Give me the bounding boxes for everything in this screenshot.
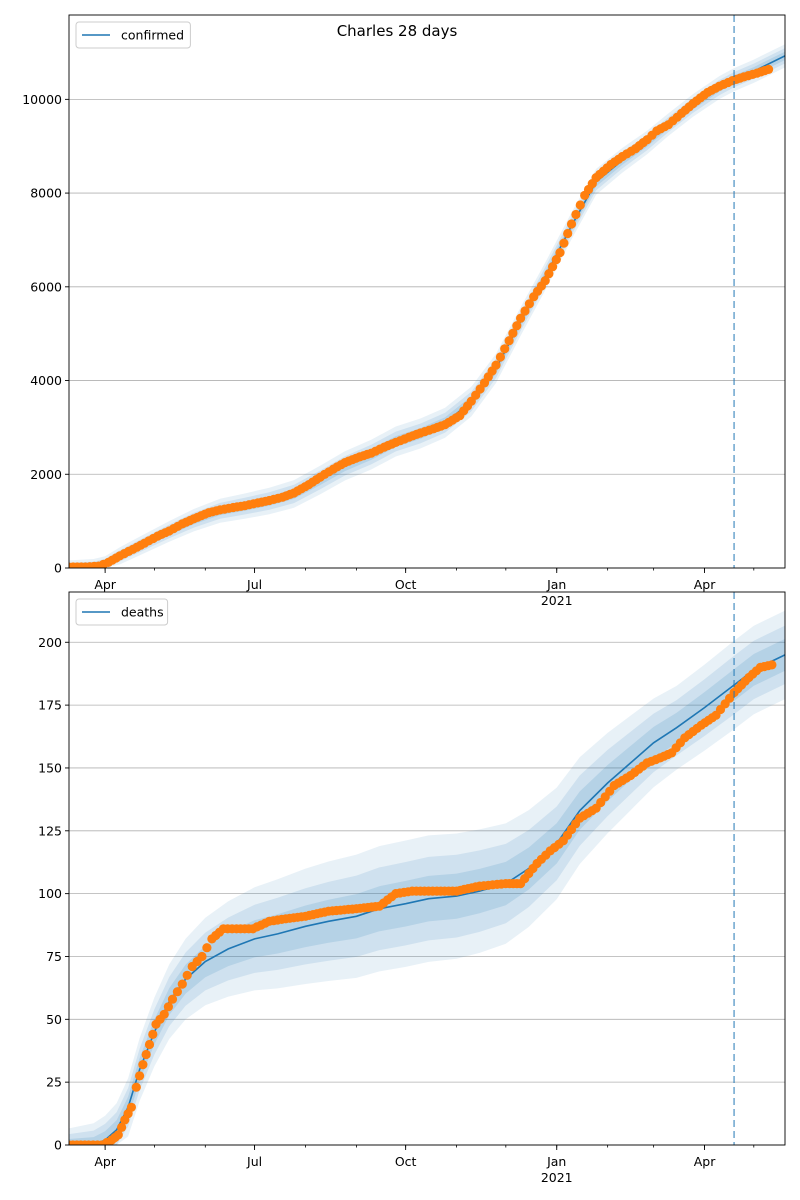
observed-point [159, 1009, 169, 1019]
y-tick-label: 25 [46, 1075, 62, 1090]
y-tick-label: 200 [38, 635, 62, 650]
y-tick-label: 125 [38, 823, 62, 838]
observed-point [144, 1039, 155, 1050]
observed-point [177, 979, 187, 989]
x-tick-sublabel: 2021 [541, 1170, 573, 1185]
observed-point [767, 660, 777, 670]
observed-point [491, 360, 501, 370]
observed-points [69, 660, 777, 1145]
observed-point [163, 1002, 173, 1012]
observed-point [148, 1029, 158, 1039]
observed-point [182, 970, 192, 980]
x-tick-label: Jan [546, 1154, 566, 1169]
legend-label: deaths [121, 605, 164, 620]
observed-point [571, 209, 581, 220]
x-tick-label: Jul [246, 1154, 262, 1169]
x-tick-label: Jul [246, 577, 262, 592]
observed-point [508, 328, 518, 338]
uncertainty-band [69, 44, 785, 568]
observed-point [172, 987, 182, 997]
x-tick-label: Oct [395, 577, 417, 592]
legend: deaths [75, 598, 169, 626]
figure-title: Charles 28 days [337, 22, 458, 40]
observed-point [500, 344, 510, 354]
observed-point [126, 1102, 136, 1112]
y-tick-label: 175 [38, 698, 62, 713]
observed-point [540, 276, 550, 286]
observed-point [141, 1049, 151, 1060]
observed-point [197, 951, 207, 962]
uncertainty-band [69, 610, 785, 1145]
observed-point [131, 1082, 141, 1092]
observed-point [512, 321, 522, 331]
x-tick-label: Apr [694, 1154, 716, 1169]
y-axis: 0 25 50 75 100 125 150 175 200 [38, 635, 69, 1153]
x-tick-label: Apr [94, 577, 116, 592]
y-tick-label: 2000 [30, 467, 62, 482]
axes-frame [68, 14, 786, 569]
y-tick-label: 100 [38, 886, 62, 901]
y-tick-label: 8000 [30, 186, 62, 201]
y-tick-label: 6000 [30, 279, 62, 294]
observed-point [544, 269, 554, 279]
observed-point [551, 255, 561, 265]
observed-point [548, 262, 558, 272]
observed-point [138, 1060, 148, 1070]
legend: confirmed [75, 21, 191, 49]
observed-point [524, 299, 535, 309]
y-tick-label: 50 [46, 1012, 62, 1027]
observed-point [202, 943, 212, 953]
observed-point [504, 336, 514, 346]
x-tick-label: Jan [546, 577, 566, 592]
observed-point [555, 248, 565, 258]
observed-point [566, 219, 577, 229]
y-tick-label: 0 [54, 561, 62, 576]
legend-label: confirmed [121, 28, 184, 43]
uncertainty-band [69, 48, 785, 568]
y-tick-label: 150 [38, 760, 62, 775]
y-tick-label: 4000 [30, 373, 62, 388]
observed-point [559, 238, 569, 248]
observed-point [495, 352, 505, 362]
axes-frame [68, 591, 786, 1146]
x-tick-label: Apr [694, 577, 716, 592]
observed-point [135, 1071, 145, 1081]
observed-point [764, 64, 774, 74]
observed-point [563, 228, 573, 239]
legend-box [75, 598, 169, 626]
uncertainty-band [69, 625, 785, 1145]
observed-point [113, 1130, 123, 1140]
observed-point [167, 994, 178, 1004]
x-tick-label: Oct [395, 1154, 417, 1169]
observed-point [117, 1122, 127, 1132]
observed-points [69, 64, 774, 568]
legend-box [75, 21, 191, 49]
observed-point [575, 200, 585, 210]
x-tick-sublabel: 2021 [541, 593, 573, 608]
observed-point [520, 306, 530, 316]
y-axis: 0 2000 4000 6000 8000 10000 [22, 92, 69, 576]
observed-point [516, 313, 526, 323]
x-tick-label: Apr [94, 1154, 116, 1169]
y-tick-label: 75 [46, 949, 62, 964]
y-tick-label: 10000 [22, 92, 62, 107]
y-tick-label: 0 [54, 1138, 62, 1153]
